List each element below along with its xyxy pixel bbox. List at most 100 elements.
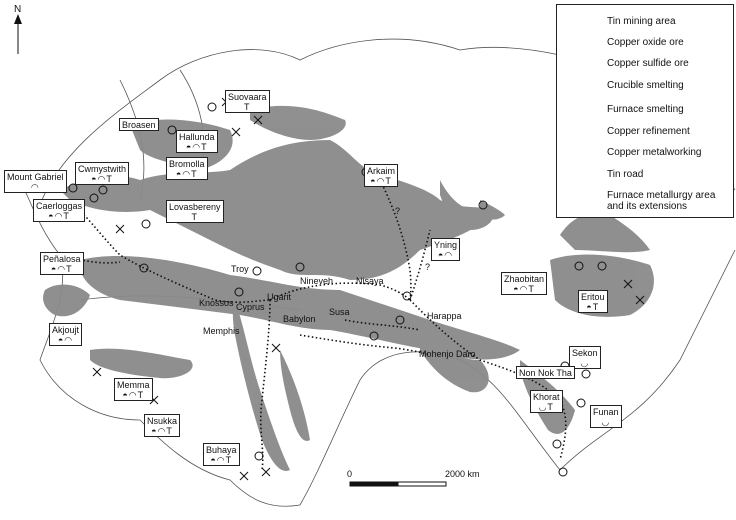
site-icons: ◓◠T — [151, 426, 173, 436]
site-buhaya: Buhaya ◓◠T — [203, 443, 240, 466]
scale-start-label: 0 — [347, 469, 353, 479]
site-icons: ◓T — [586, 302, 600, 312]
site-icons: ◓◠T — [185, 142, 208, 152]
unknown-marker: ? — [395, 206, 401, 216]
site-icons: ◡ — [601, 417, 611, 427]
legend-item-furnace: Furnace smelting — [559, 103, 729, 117]
legend-label: Copper metalworking — [607, 147, 702, 158]
site-icons: T — [244, 102, 251, 112]
site-broasen: Broasen — [119, 118, 159, 131]
place-ugarit: Ugarit — [267, 292, 292, 302]
legend-item-copper-oxide: Copper oxide ore — [559, 36, 729, 50]
site-icons: ◠ — [30, 182, 40, 192]
legend-label: Tin road — [607, 169, 644, 180]
site-penalosa: Peñalosa ◓◠T — [40, 252, 84, 275]
site-icons: T — [191, 212, 199, 222]
site-name: Sekon — [572, 348, 598, 358]
site-name: Hallunda — [179, 132, 215, 142]
site-icons: ◓◠T — [48, 211, 70, 221]
site-name: Zhaobitan — [504, 274, 545, 284]
site-cwmystwith: Cwmystwith ◓◠T — [75, 162, 130, 185]
site-name: Peñalosa — [43, 254, 81, 264]
site-icons: ◓◠T — [91, 174, 113, 184]
site-nsukka: Nsukka ◓◠T — [144, 414, 181, 437]
legend-item-tin-mining: Tin mining area — [559, 15, 729, 29]
site-name: Akjoujt — [52, 325, 80, 335]
site-icons: ◓◠ — [57, 335, 74, 345]
scale-end-label: 2000 km — [445, 469, 480, 479]
place-mohenjo-daro: Mohenjo Daro — [419, 349, 476, 359]
place-nineveh: Nineveh — [300, 276, 334, 286]
site-mount-gabriel: Mount Gabriel ◠ — [4, 170, 67, 193]
site-name: Yning — [434, 240, 458, 250]
site-icons: ◓◠ — [437, 250, 454, 260]
site-name: Eritou — [581, 292, 605, 302]
legend-item-furnace-area: Furnace metallurgy area and its extensio… — [559, 189, 729, 215]
site-hallunda: Hallunda ◓◠T — [176, 130, 218, 153]
site-name: Lovasbereny — [169, 202, 221, 212]
site-icons: ◡T — [538, 402, 554, 412]
place-knossos: Knossos — [199, 298, 234, 308]
legend-label: Copper oxide ore — [607, 37, 684, 48]
site-suovaara: Suovaara T — [225, 90, 270, 113]
site-icons: ◓◠T — [210, 455, 233, 465]
site-arkaim: Arkaim ◓◠T — [364, 164, 399, 187]
place-troy: Troy — [231, 264, 249, 274]
site-icons: ◓◠T — [122, 390, 145, 400]
site-non-nok-tha: Non Nok Tha — [516, 366, 575, 379]
site-name: Caerloggas — [36, 201, 83, 211]
site-name: Bromolla — [169, 159, 205, 169]
site-name: Mount Gabriel — [7, 172, 64, 182]
legend: Tin mining area Copper oxide ore Copper … — [556, 4, 734, 218]
site-bromolla: Bromolla ◓◠T — [166, 157, 208, 180]
site-caerloggas: Caerloggas ◓◠T — [33, 199, 86, 222]
legend-label: Copper refinement — [607, 126, 690, 137]
site-eritou: Eritou ◓T — [578, 290, 608, 313]
scale-bar — [349, 481, 447, 487]
place-susa: Susa — [329, 307, 350, 317]
site-sekon: Sekon ◡ — [569, 346, 601, 369]
site-icons: ◓◠T — [175, 169, 198, 179]
site-name: Khorat — [533, 392, 560, 402]
site-name: Non Nok Tha — [519, 368, 572, 378]
legend-label: Furnace metallurgy area and its extensio… — [607, 190, 716, 212]
legend-item-crucible: Crucible smelting — [559, 79, 729, 93]
site-name: Suovaara — [228, 92, 267, 102]
north-arrow — [14, 14, 22, 54]
site-akjoujt: Akjoujt ◓◠ — [49, 323, 83, 346]
place-memphis: Memphis — [203, 326, 240, 336]
site-name: Funan — [593, 407, 619, 417]
site-yning: Yning ◓◠ — [431, 238, 461, 261]
site-memma: Memma ◓◠T — [114, 378, 153, 401]
site-icons: ◡ — [580, 358, 590, 368]
site-icons: ◓◠T — [50, 264, 73, 274]
site-name: Arkaim — [367, 166, 396, 176]
site-funan: Funan ◡ — [590, 405, 622, 428]
site-name: Cwmystwith — [78, 164, 127, 174]
place-babylon: Babylon — [283, 314, 316, 324]
legend-label: Furnace smelting — [607, 104, 684, 115]
legend-item-copper-sulfide: Copper sulfide ore — [559, 57, 729, 71]
place-nisaya: Nisaya — [356, 276, 384, 286]
legend-item-tin-road: Tin road — [559, 168, 729, 182]
furnace-metallurgy-area — [43, 105, 654, 471]
site-icons: ◓◠T — [513, 284, 535, 294]
legend-item-refinement: Copper refinement — [559, 125, 729, 139]
legend-label: Crucible smelting — [607, 80, 684, 91]
unknown-marker: ? — [425, 262, 431, 272]
place-harappa: Harappa — [427, 311, 462, 321]
site-icons: ◓◠T — [370, 176, 392, 186]
site-name: Broasen — [122, 120, 156, 130]
site-lovasbereny: Lovasbereny T — [166, 200, 224, 223]
site-khorat: Khorat ◡T — [530, 390, 563, 413]
legend-item-metalworking: Copper metalworking — [559, 146, 729, 160]
site-name: Buhaya — [206, 445, 237, 455]
place-cyprus: Cyprus — [236, 302, 265, 312]
legend-label: Copper sulfide ore — [607, 58, 689, 69]
site-name: Nsukka — [147, 416, 178, 426]
north-label: N — [14, 4, 22, 15]
legend-label: Tin mining area — [607, 16, 676, 27]
site-zhaobitan: Zhaobitan ◓◠T — [501, 272, 548, 295]
